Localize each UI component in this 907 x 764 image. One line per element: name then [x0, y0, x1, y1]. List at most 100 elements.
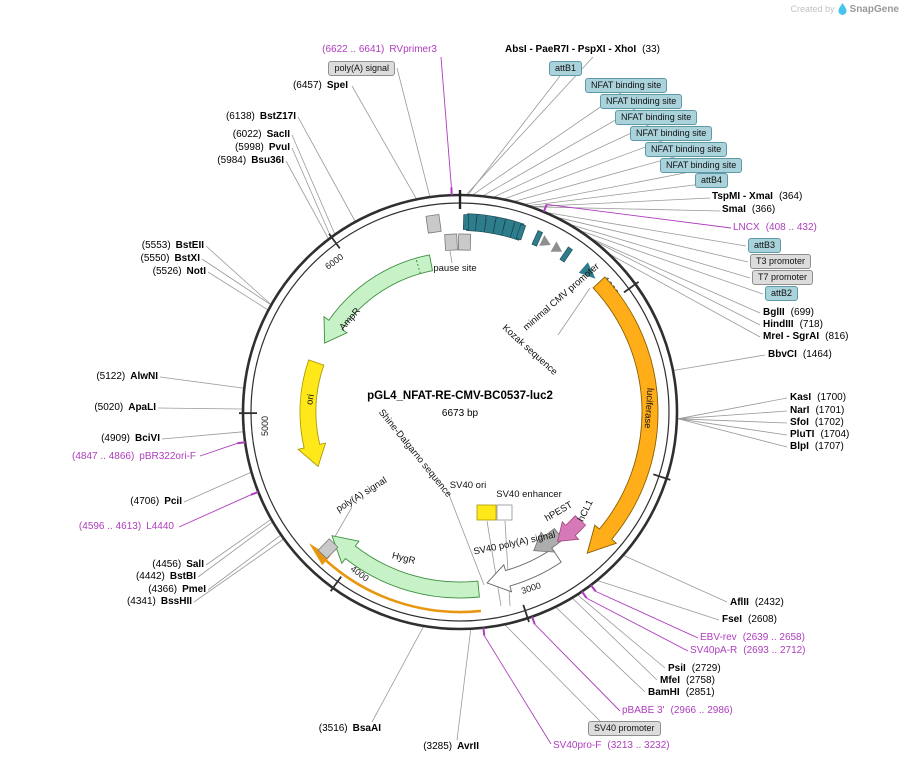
site-label-psii[interactable]: PsiI (2729): [668, 663, 721, 675]
feature-sv40-polya-arrow[interactable]: [486, 548, 562, 593]
feature-orange-arc[interactable]: [325, 559, 482, 614]
site-label-pluti[interactable]: PluTI (1704): [790, 429, 849, 441]
primer-label-pbr322orif[interactable]: (4847 .. 4866) pBR322ori-F: [72, 451, 196, 463]
feature-label-sv40-promoter[interactable]: SV40 promoter: [588, 721, 661, 736]
feature-label-shine-dalgarno[interactable]: Shine-Dalgarno sequence: [376, 407, 454, 499]
site-label-absi-cluster[interactable]: AbsI - PaeR7I - PspXI - XhoI (33): [505, 44, 660, 56]
site-pos: (2729): [691, 663, 721, 674]
attb2-glyph[interactable]: [559, 246, 573, 263]
primer-label-l4440[interactable]: (4596 .. 4613) L4440: [79, 521, 174, 533]
primer-name: pBABE 3': [622, 705, 665, 716]
site-label-apali[interactable]: (5020) ApaLI: [94, 402, 156, 414]
primer-label-lncx[interactable]: LNCX (408 .. 432): [733, 222, 817, 234]
feature-label-hpest[interactable]: hPEST: [543, 499, 575, 524]
feature-label-nfat-4[interactable]: NFAT binding site: [630, 126, 713, 141]
site-pos: (5020): [94, 402, 124, 413]
feature-label-nfat-2[interactable]: NFAT binding site: [600, 94, 683, 109]
site-label-avrii[interactable]: (3285) AvrII: [423, 741, 479, 753]
nfat-site-glyph[interactable]: [475, 213, 487, 233]
primer-label-ebvrev[interactable]: EBV-rev (2639 .. 2658): [700, 632, 805, 644]
site-label-blpi[interactable]: BlpI (1707): [790, 441, 844, 453]
feature-label-hcl1[interactable]: hCL1: [576, 498, 596, 523]
site-label-pvui[interactable]: (5998) PvuI: [235, 142, 290, 154]
site-label-bsteii[interactable]: (5553) BstEII: [142, 240, 204, 252]
site-label-alwni[interactable]: (5122) AlwNI: [96, 371, 158, 383]
primer-tick: [482, 627, 486, 636]
feature-hcl1-arrow[interactable]: [556, 515, 587, 542]
site-label-bstxi[interactable]: (5550) BstXI: [141, 253, 200, 265]
site-label-pmei[interactable]: (4366) PmeI: [148, 584, 206, 596]
feature-label-attb4[interactable]: attB4: [695, 173, 729, 188]
callout-line: [449, 250, 453, 264]
site-label-hindiii[interactable]: HindIII (718): [763, 319, 823, 331]
site-label-fsei[interactable]: FseI (2608): [722, 614, 777, 626]
callout-line: [207, 271, 268, 310]
site-label-spei[interactable]: (6457) SpeI: [293, 80, 348, 92]
feature-label-min-cmv-promoter[interactable]: minimal CMV promoter: [521, 261, 602, 333]
feature-label-pause-site[interactable]: pause site: [433, 263, 476, 274]
feature-label-sv40-enhancer[interactable]: SV40 enhancer: [496, 489, 562, 500]
primer-label-sv40prof[interactable]: SV40pro-F (3213 .. 3232): [553, 740, 670, 752]
pause-site-glyph[interactable]: [444, 233, 458, 251]
site-label-mfei[interactable]: MfeI (2758): [660, 675, 715, 687]
site-label-bstbi[interactable]: (4442) BstBI: [136, 571, 196, 583]
primer-name: SV40pA-R: [690, 645, 738, 656]
feature-label-attb2[interactable]: attB2: [765, 286, 799, 301]
site-label-bstz17i[interactable]: (6138) BstZ17I: [226, 111, 296, 123]
primer-label-sv40par[interactable]: SV40pA-R (2693 .. 2712): [690, 645, 806, 657]
sv40-ori-glyph[interactable]: [476, 504, 497, 521]
primer-label-pbabe3[interactable]: pBABE 3' (2966 .. 2986): [622, 705, 733, 717]
site-label-noti[interactable]: (5526) NotI: [153, 266, 206, 278]
feature-label-hygr[interactable]: HygR: [391, 550, 417, 566]
feature-label-t3-promoter[interactable]: T3 promoter: [750, 254, 812, 269]
primer-label-rvprimer3[interactable]: (6622 .. 6641) RVprimer3: [322, 44, 437, 56]
feature-hpest-arrow[interactable]: [533, 528, 564, 553]
site-label-tspmi-xmai[interactable]: TspMI - XmaI (364): [712, 191, 802, 203]
site-label-bsshii[interactable]: (4341) BssHII: [127, 596, 192, 608]
feature-label-polya-top[interactable]: poly(A) signal: [328, 61, 395, 76]
site-label-bamhi[interactable]: BamHI (2851): [648, 687, 715, 699]
site-label-mrei-sgrai[interactable]: MreI - SgrAI (816): [763, 331, 848, 343]
feature-hygr-arrow[interactable]: [331, 535, 480, 599]
site-label-bsaai[interactable]: (3516) BsaAI: [319, 723, 381, 735]
feature-label-polya-bottom[interactable]: poly(A) signal: [334, 475, 389, 515]
feature-label-nfat-1[interactable]: NFAT binding site: [585, 78, 668, 93]
feature-orange-arc-arrowhead: [309, 543, 331, 566]
feature-label-luciferase[interactable]: luciferase: [642, 388, 656, 429]
site-label-bsu36i[interactable]: (5984) Bsu36I: [217, 155, 284, 167]
callout-line: [611, 254, 761, 338]
site-label-bcivi[interactable]: (4909) BciVI: [101, 433, 160, 445]
site-label-sali[interactable]: (4456) SalI: [152, 559, 204, 571]
attb4-glyph[interactable]: [515, 223, 527, 241]
attb1-glyph[interactable]: [462, 214, 470, 230]
site-label-smai[interactable]: SmaI (366): [722, 204, 775, 216]
feature-ori-arrow[interactable]: [297, 359, 327, 468]
min-cmv-promoter-glyph[interactable]: [578, 262, 596, 279]
polya-signal-glyph[interactable]: [425, 214, 442, 234]
site-label-sacii[interactable]: (6022) SacII: [233, 129, 290, 141]
feature-luciferase-arrow[interactable]: [586, 276, 659, 554]
site-label-nari[interactable]: NarI (1701): [790, 405, 844, 417]
feature-label-attb1[interactable]: attB1: [549, 61, 583, 76]
t7-promoter-glyph[interactable]: [550, 241, 563, 252]
polya-signal-bottom-glyph[interactable]: [317, 538, 339, 560]
site-label-pcii[interactable]: (4706) PciI: [130, 496, 182, 508]
feature-label-attb3[interactable]: attB3: [748, 238, 782, 253]
feature-ampr-arrow[interactable]: [323, 254, 434, 344]
primer-name: L4440: [146, 521, 174, 532]
pause-site-glyph[interactable]: [457, 233, 472, 251]
feature-label-nfat-5[interactable]: NFAT binding site: [645, 142, 728, 157]
site-label-bbvci[interactable]: BbvCI (1464): [768, 349, 832, 361]
attb3-glyph[interactable]: [531, 230, 544, 247]
sv40-enhancer-glyph[interactable]: [496, 504, 513, 521]
feature-label-ori[interactable]: ori: [304, 393, 317, 405]
site-label-sfoi[interactable]: SfoI (1702): [790, 417, 844, 429]
feature-label-nfat-3[interactable]: NFAT binding site: [615, 110, 698, 125]
feature-label-t7-promoter[interactable]: T7 promoter: [752, 270, 814, 285]
feature-label-nfat-6[interactable]: NFAT binding site: [660, 158, 743, 173]
site-label-bglii[interactable]: BglII (699): [763, 307, 814, 319]
feature-label-sv40-ori[interactable]: SV40 ori: [450, 480, 486, 491]
site-label-kasi[interactable]: KasI (1700): [790, 392, 846, 404]
site-label-aflii[interactable]: AflII (2432): [730, 597, 784, 609]
t3-promoter-glyph[interactable]: [539, 235, 551, 246]
